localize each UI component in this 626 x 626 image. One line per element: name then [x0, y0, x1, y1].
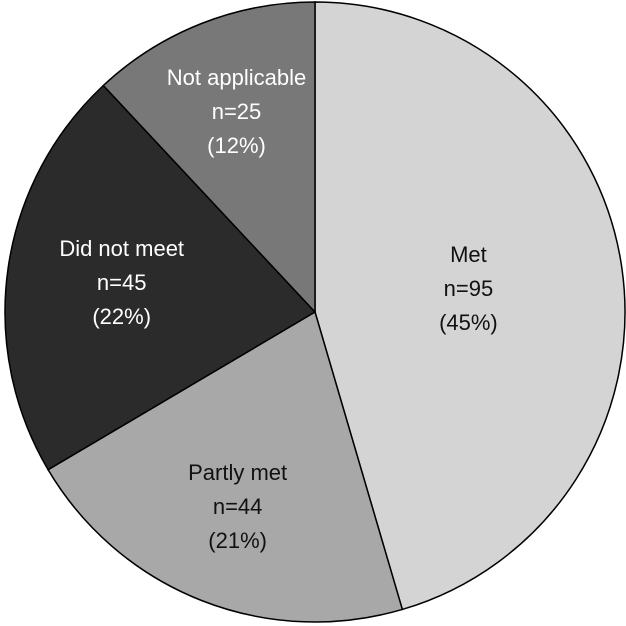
pie-slice	[4, 84, 317, 471]
slice-label: Met	[450, 242, 487, 267]
slice-label: Not applicable	[167, 65, 306, 90]
slice-count-label: n=95	[444, 276, 494, 301]
slice-count-label: n=25	[212, 99, 262, 124]
pie-slice	[314, 1, 626, 611]
slice-count-label: n=45	[97, 270, 147, 295]
slice-label: Partly met	[188, 460, 287, 485]
slice-percent-label: (22%)	[92, 304, 151, 329]
slice-percent-label: (12%)	[207, 133, 266, 158]
pie-slice	[102, 1, 316, 314]
slice-count-label: n=44	[213, 494, 263, 519]
slice-label: Did not meet	[59, 236, 184, 261]
slice-percent-label: (21%)	[208, 528, 267, 553]
pie-slice	[47, 310, 404, 623]
slice-percent-label: (45%)	[439, 310, 498, 335]
